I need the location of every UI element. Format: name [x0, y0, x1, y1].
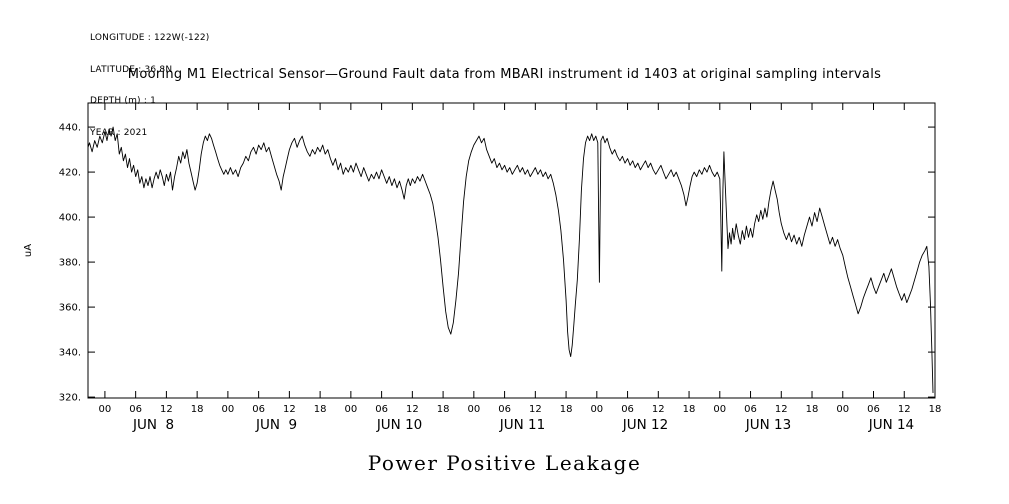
- data-line: [87, 126, 934, 394]
- x-tick-label: 00: [590, 404, 603, 415]
- x-tick-label: 00: [836, 404, 849, 415]
- x-tick-label: 06: [375, 404, 388, 415]
- y-tick-label: 380.: [59, 258, 81, 269]
- x-tick-label: 12: [652, 404, 665, 415]
- x-day-label: JUN 11: [499, 417, 545, 433]
- x-day-label: JUN 8: [132, 417, 174, 433]
- x-tick-label: 06: [867, 404, 880, 415]
- x-tick-label: 06: [744, 404, 757, 415]
- y-tick-label: 340.: [59, 348, 81, 359]
- x-tick-label: 12: [529, 404, 542, 415]
- x-tick-label: 18: [560, 404, 573, 415]
- y-tick-label: 360.: [59, 303, 81, 314]
- x-tick-label: 06: [498, 404, 511, 415]
- y-tick-label: 440.: [59, 123, 81, 134]
- x-tick-label: 00: [99, 404, 112, 415]
- x-tick-label: 12: [775, 404, 788, 415]
- depth-label: DEPTH (m) : 1: [90, 96, 157, 106]
- x-tick-label: 06: [621, 404, 634, 415]
- year-label: YEAR : 2021: [90, 127, 148, 138]
- x-day-label: JUN 9: [255, 417, 297, 433]
- x-tick-label: 18: [314, 404, 327, 415]
- x-tick-label: 00: [344, 404, 357, 415]
- x-tick-label: 18: [683, 404, 696, 415]
- x-tick-label: 12: [283, 404, 296, 415]
- x-tick-label: 06: [252, 404, 265, 415]
- x-tick-label: 18: [929, 404, 942, 415]
- x-tick-label: 18: [191, 404, 204, 415]
- x-day-label: JUN 13: [745, 417, 791, 433]
- x-tick-label: 00: [713, 404, 726, 415]
- y-tick-label: 320.: [59, 393, 81, 404]
- x-day-label: JUN 10: [376, 417, 422, 433]
- longitude-label: LONGITUDE : 122W(-122): [90, 33, 210, 43]
- chart-caption: Power Positive Leakage: [367, 451, 642, 475]
- x-day-label: JUN 14: [868, 417, 914, 433]
- y-tick-label: 420.: [59, 168, 81, 179]
- x-tick-label: 12: [898, 404, 911, 415]
- plot-frame: [87, 102, 936, 399]
- y-tick-label: 400.: [59, 213, 81, 224]
- x-tick-label: 18: [437, 404, 450, 415]
- chart-title: Mooring M1 Electrical Sensor—Ground Faul…: [127, 67, 882, 82]
- x-day-label: JUN 12: [622, 417, 668, 433]
- station-metadata: LONGITUDE : 122W(-122) LATITUDE : 36.8N …: [90, 12, 210, 159]
- x-tick-label: 12: [160, 404, 173, 415]
- x-tick-label: 00: [467, 404, 480, 415]
- x-tick-label: 06: [129, 404, 142, 415]
- x-tick-label: 12: [406, 404, 419, 415]
- latitude-label: LATITUDE : 36.8N: [90, 64, 173, 75]
- y-axis-label: uA: [23, 244, 34, 257]
- x-tick-label: 00: [222, 404, 235, 415]
- x-tick-label: 18: [806, 404, 819, 415]
